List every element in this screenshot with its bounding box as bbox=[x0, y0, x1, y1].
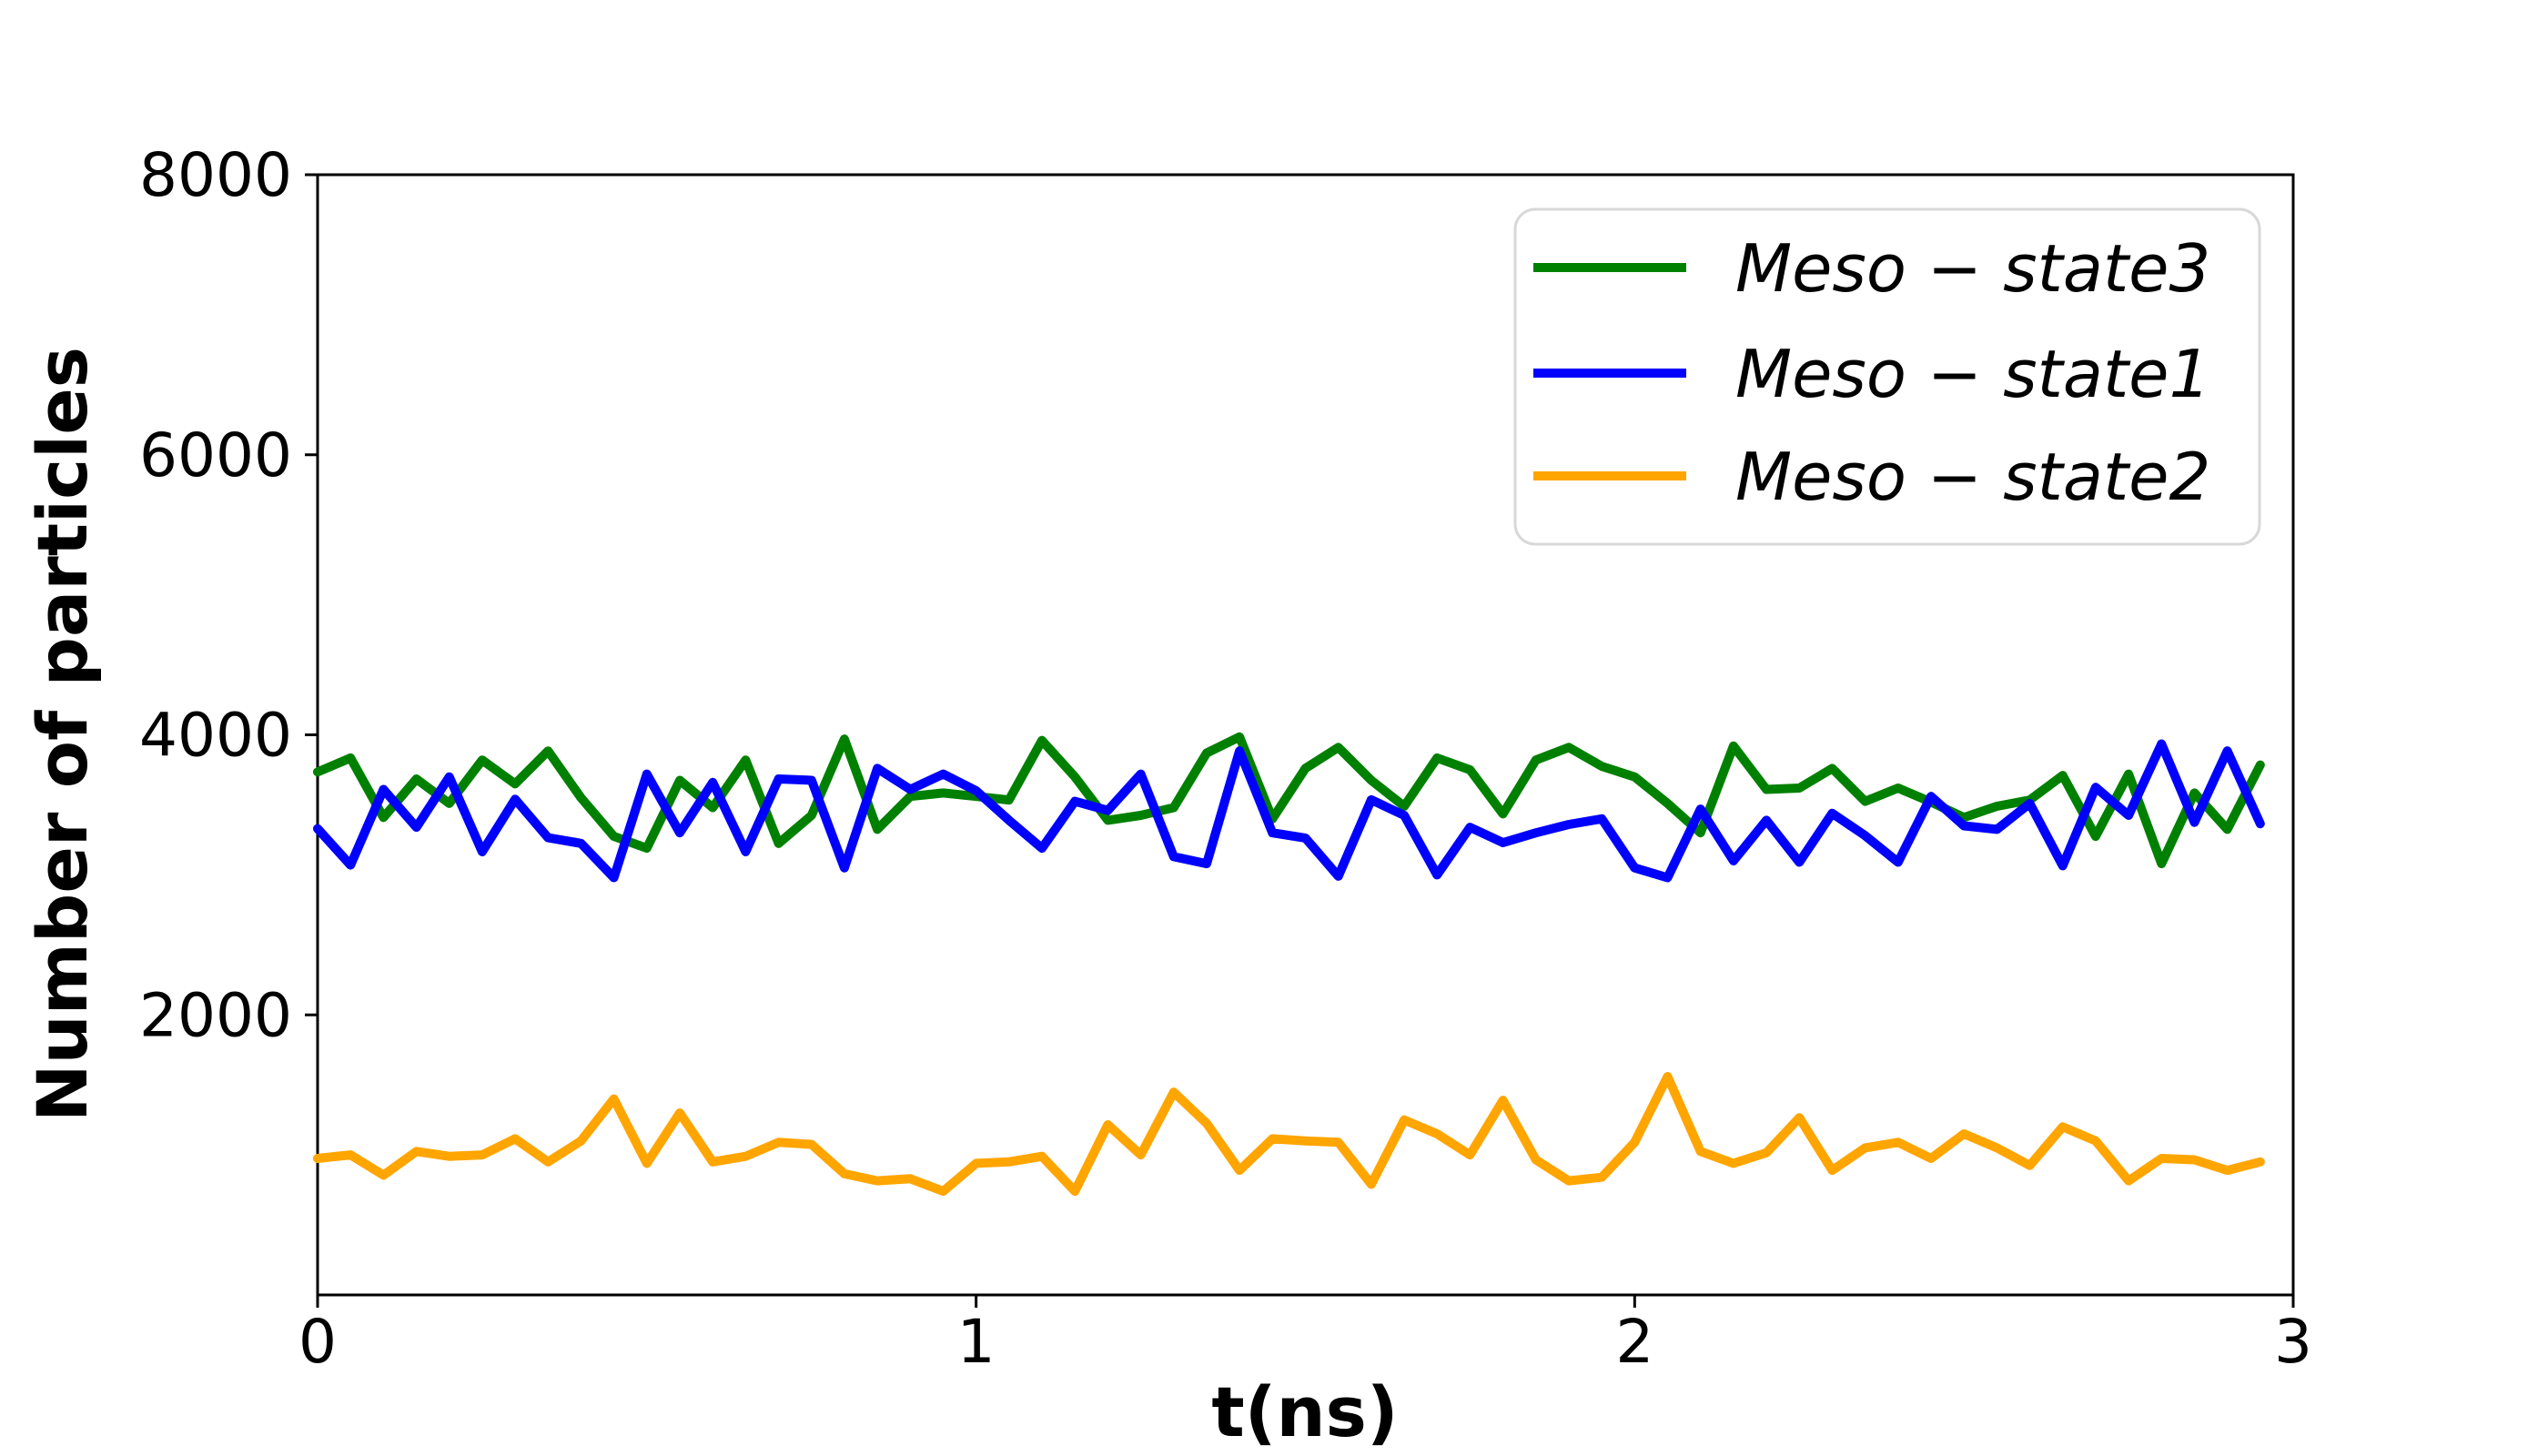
x-tick-label: 3 bbox=[2274, 1307, 2312, 1377]
legend-label-state2: Meso − state2 bbox=[1735, 439, 2210, 515]
series-line-2 bbox=[313, 1072, 2265, 1197]
series-line-1 bbox=[313, 739, 2265, 883]
y-tick-label: 8000 bbox=[139, 140, 292, 210]
y-axis-ticks: 2000 4000 6000 8000 bbox=[139, 140, 318, 1050]
x-tick-label: 1 bbox=[957, 1307, 996, 1377]
y-tick-label: 4000 bbox=[139, 701, 292, 771]
legend: Meso − state3 Meso − state1 Meso − state… bbox=[1513, 207, 2261, 546]
series-line-0 bbox=[313, 732, 2265, 869]
x-axis-label: t(ns) bbox=[1211, 1371, 1398, 1452]
legend-box bbox=[1513, 207, 2261, 546]
x-tick-label: 2 bbox=[1615, 1307, 1653, 1377]
x-axis-ticks: 0 1 2 3 bbox=[298, 1295, 2312, 1377]
y-tick-label: 6000 bbox=[139, 420, 292, 490]
y-tick-label: 2000 bbox=[139, 980, 292, 1050]
x-tick-label: 0 bbox=[298, 1307, 337, 1377]
y-axis-label: Number of particles bbox=[22, 347, 103, 1122]
legend-label-state3: Meso − state3 bbox=[1735, 230, 2210, 307]
legend-label-state1: Meso − state1 bbox=[1735, 336, 2210, 412]
series-lines bbox=[313, 732, 2265, 1197]
